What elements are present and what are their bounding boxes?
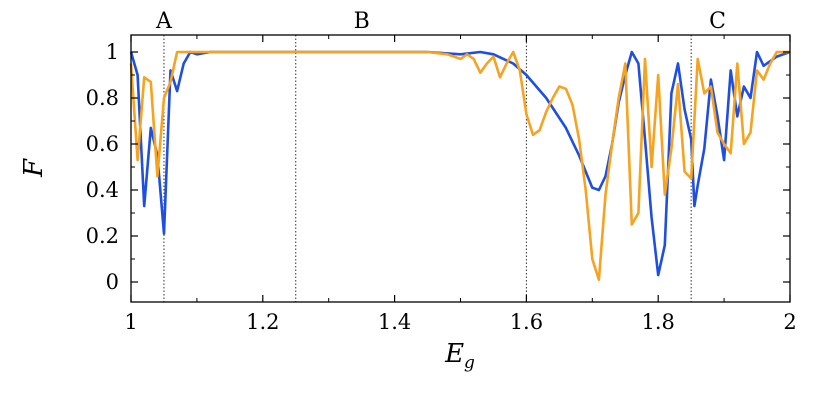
tick-labels: 1 1.2 1.4 1.6 1.8 2 0 0.2 0.4 0.6 0.8 1: [86, 40, 797, 334]
region-boundaries: [163, 35, 692, 302]
x-tick-label: 1.6: [510, 310, 543, 334]
region-label-b: B: [354, 9, 370, 34]
x-tick-label: 1.4: [378, 310, 411, 334]
x-axis-label-sub: g: [464, 353, 475, 373]
y-tick-label: 0.8: [86, 86, 119, 110]
x-tick-label: 1.2: [246, 310, 279, 334]
region-label-c: C: [709, 9, 726, 34]
x-tick-label: 1: [124, 310, 137, 334]
y-tick-label: 0.4: [86, 178, 119, 202]
series-layer: [129, 50, 791, 281]
region-label-a: A: [155, 9, 173, 34]
x-tick-label: 2: [783, 310, 796, 334]
y-axis-label: F: [19, 158, 49, 178]
x-tick-label: 1.8: [641, 310, 674, 334]
y-tick-label: 0.2: [86, 224, 119, 248]
y-tick-label: 1: [106, 40, 119, 64]
y-tick-label: 0: [106, 270, 119, 294]
region-labels: A B C: [155, 9, 726, 34]
axis-ticks: [130, 35, 791, 302]
x-axis-label-main: E: [444, 339, 464, 369]
series-line-2: [129, 50, 790, 281]
x-axis-label: Eg: [444, 339, 475, 373]
y-tick-label: 0.6: [86, 132, 119, 156]
